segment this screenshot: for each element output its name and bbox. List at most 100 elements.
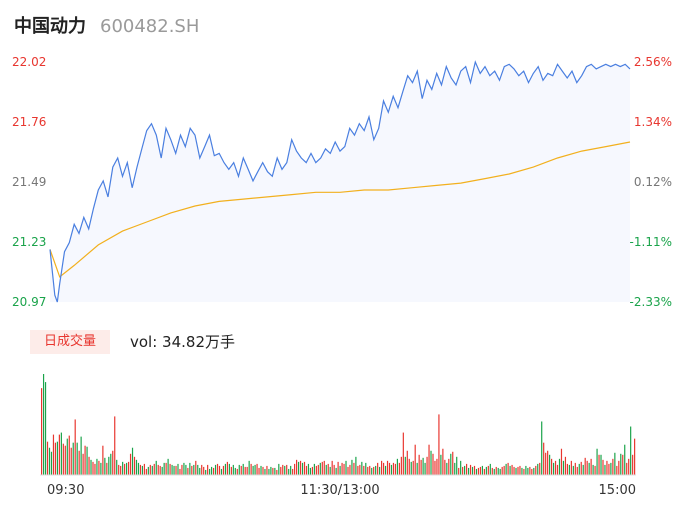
- volume-bar: [592, 464, 594, 475]
- volume-bar: [246, 466, 248, 475]
- volume-bar: [369, 465, 371, 475]
- volume-bar: [442, 448, 444, 475]
- volume-bar: [258, 467, 260, 475]
- volume-bar: [551, 458, 553, 475]
- volume-bar: [90, 459, 92, 475]
- time-tick-label: 15:00: [599, 483, 636, 498]
- volume-bar: [475, 468, 478, 475]
- volume-bar: [272, 467, 274, 475]
- volume-bar: [297, 461, 300, 475]
- volume-bar: [155, 460, 157, 475]
- volume-bar: [179, 468, 181, 475]
- volume-bar: [110, 453, 112, 475]
- volume-bar: [388, 462, 391, 475]
- volume-bar: [628, 458, 630, 475]
- volume-bar: [104, 457, 106, 475]
- volume-bar: [596, 448, 598, 475]
- volume-bar: [64, 445, 66, 475]
- volume-bar: [562, 460, 565, 475]
- volume-value: vol: 34.82万手: [130, 333, 235, 351]
- price-tick-label: 21.76: [12, 115, 46, 129]
- volume-bar: [321, 461, 323, 475]
- volume-bar: [462, 466, 464, 475]
- volume-bar: [129, 453, 132, 475]
- volume-bar: [106, 462, 108, 475]
- average-price-line: [49, 141, 631, 278]
- volume-bar: [74, 419, 76, 475]
- volume-bar: [347, 466, 349, 475]
- volume-bar: [620, 453, 622, 475]
- volume-bar: [537, 463, 539, 475]
- volume-bar: [203, 466, 205, 475]
- volume-bar: [52, 434, 55, 475]
- volume-bar: [94, 463, 96, 475]
- volume-bar: [299, 460, 302, 475]
- volume-bar: [58, 434, 60, 475]
- volume-bar: [305, 465, 308, 475]
- volume-bar: [44, 382, 47, 475]
- stock-code: 600482.SH: [100, 16, 200, 37]
- volume-bar: [406, 450, 408, 475]
- volume-bar: [390, 464, 393, 475]
- price-tick-label: 22.02: [12, 55, 46, 69]
- volume-bar: [444, 459, 446, 475]
- price-line: [49, 60, 631, 303]
- volume-bar: [529, 466, 531, 475]
- volume-bar: [209, 468, 211, 475]
- volume-bar: [42, 374, 45, 475]
- volume-bar: [560, 448, 563, 475]
- volume-bar: [268, 468, 270, 475]
- volume-bar: [317, 464, 319, 475]
- volume-bar: [114, 416, 116, 475]
- volume-bar: [244, 466, 246, 475]
- volume-bar: [503, 465, 505, 475]
- volume-bar: [467, 467, 470, 475]
- percent-tick-label: -2.33%: [630, 295, 672, 309]
- volume-bar: [112, 450, 114, 475]
- volume-bar: [278, 463, 280, 475]
- volume-bar: [618, 460, 620, 475]
- volume-bar: [420, 459, 422, 475]
- volume-bar: [355, 456, 357, 475]
- volume-bar: [404, 456, 406, 475]
- percent-tick-label: 1.34%: [634, 115, 672, 129]
- volume-bar: [41, 388, 43, 475]
- volume-bar: [566, 463, 568, 475]
- volume-bar: [438, 414, 440, 475]
- volume-bar: [574, 462, 576, 475]
- stock-name: 中国动力: [14, 16, 86, 37]
- volume-bar: [422, 457, 424, 475]
- volume-bar: [464, 465, 466, 475]
- volume-bar: [260, 465, 262, 475]
- volume-bar: [66, 438, 68, 475]
- volume-bar: [572, 465, 574, 475]
- volume-bar: [145, 468, 147, 475]
- volume-bar: [384, 465, 387, 475]
- volume-bar: [477, 467, 480, 475]
- volume-bar: [266, 465, 268, 475]
- volume-bar: [72, 442, 74, 475]
- volume-bar: [499, 468, 501, 475]
- volume-bar: [491, 467, 493, 475]
- volume-bar: [167, 458, 169, 475]
- volume-bar: [436, 458, 438, 475]
- volume-bar: [402, 432, 404, 475]
- volume-bar: [102, 445, 104, 475]
- volume-bar: [584, 457, 586, 475]
- price-tick-label: 21.23: [12, 235, 46, 249]
- volume-bar: [339, 465, 341, 475]
- volume-bar: [446, 462, 448, 475]
- volume-bar: [274, 467, 276, 475]
- volume-bar: [238, 464, 240, 475]
- volume-bar: [234, 467, 236, 475]
- volume-bar: [541, 421, 543, 475]
- volume-bar: [517, 466, 519, 475]
- price-area-fill: [50, 62, 630, 302]
- volume-bar: [610, 462, 612, 475]
- volume-bar: [124, 463, 126, 475]
- volume-bar: [264, 468, 266, 475]
- volume-bar: [365, 462, 367, 475]
- volume-bar: [428, 444, 430, 475]
- volume-bar: [240, 465, 242, 475]
- volume-bar: [400, 456, 402, 475]
